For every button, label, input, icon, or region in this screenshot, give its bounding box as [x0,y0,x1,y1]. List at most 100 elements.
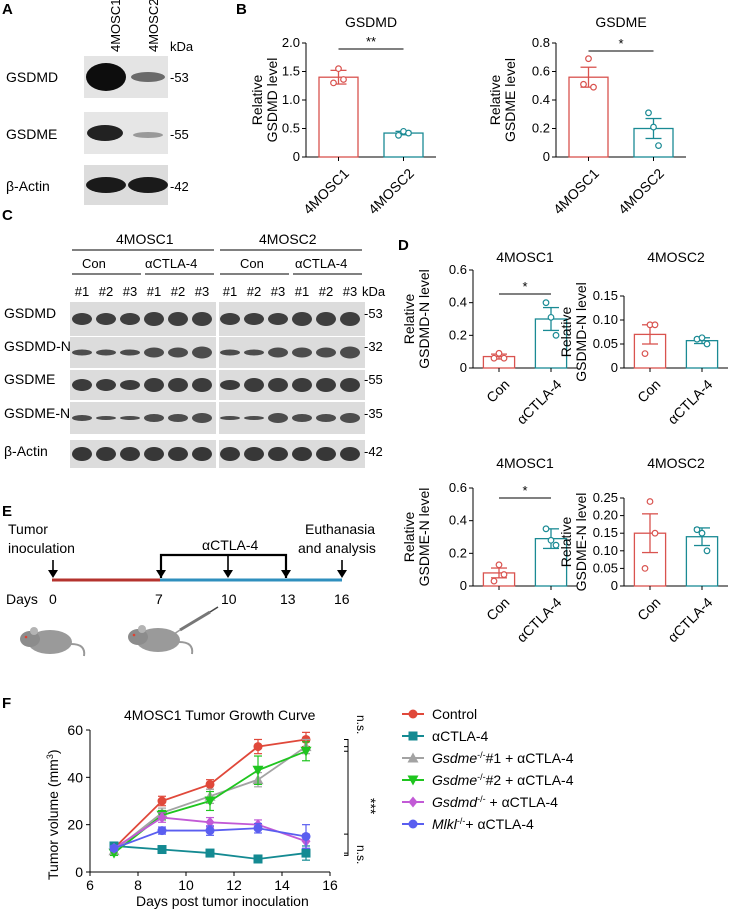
timeline [48,553,347,582]
series-5 [109,822,311,853]
y-tick-label: 0.4 [532,92,550,107]
x-tick-label: 16 [322,877,338,893]
marker-point [252,765,264,776]
mouse-head [128,629,148,645]
panel-label-e: E [2,503,12,520]
marker-point [407,752,419,763]
treatment-ctla4-2: αCTLA-4 [295,256,347,271]
chart-title: 4MOSC2 [647,455,705,471]
y-label-line1: Relative [249,75,265,126]
y-tick-label: 40 [67,769,83,785]
ylabel-sup: 3 [45,754,55,759]
x-tick-label: Con [634,376,663,405]
y-tick-label: 0 [75,864,83,880]
band-actin-2 [128,177,168,193]
blot-band [192,447,212,461]
data-point [693,526,701,534]
blot-box [70,402,216,434]
treatment-ctla4-1: αCTLA-4 [145,256,197,271]
legend-label: Mlkl-/-+ αCTLA-4 [432,816,534,832]
group-label-4mosc2: 4MOSC2 [259,231,317,247]
marker-point [205,816,215,828]
blot-band [120,313,140,325]
replicate-labels: #1 #2 #3 #1 #2 #3 #1 #2 #3 #1 #2 #3 [75,284,357,299]
data-point [340,76,347,83]
kd-32-c: -32 [364,339,383,354]
data-point [395,131,402,139]
kd-55: -55 [170,127,189,142]
data-point [500,571,508,578]
marker-point [301,832,311,841]
blot-band [316,312,336,326]
series-1 [109,841,311,864]
data-point [703,340,711,348]
data-point [500,354,508,362]
mouse-eye [132,633,136,637]
data-point [495,561,503,569]
row-label-gsdme: GSDME [6,126,57,142]
legend-gene: Gsdme [432,772,477,788]
arrow-day13-head [281,570,291,578]
data-point [547,313,555,321]
row-label-gsdmd: GSDMD [6,69,58,85]
blot-band [244,378,264,392]
y-label-line2: GSDMD-N level [416,269,432,369]
y-label-line2: GSDMD-N level [573,282,589,382]
panel-label-c: C [2,207,13,224]
marker-point [408,731,418,741]
legend-label: Gsdme-/-#2 + αCTLA-4 [432,772,574,788]
marker-point [157,826,167,836]
marker-point [407,775,419,786]
significance-label: * [618,36,623,51]
blot-band [72,313,92,325]
marker-point [253,742,263,752]
blot-band [144,414,164,422]
y-tick-label: 0 [460,578,467,593]
replicate-label: #2 [171,284,185,299]
replicate-label: #2 [247,284,261,299]
x-tick-label: 4MOSC2 [365,165,417,217]
bar [568,76,609,158]
y-tick-label: 20 [67,817,83,833]
data-point [405,129,412,137]
growth-ylabel: Tumor volume (mm3) [45,749,61,880]
legend-rest: + αCTLA-4 [486,794,558,810]
bracket-bot [344,833,349,856]
lane-label-4mosc1: 4MOSC1 [108,0,123,52]
y-tick-label: 0.6 [449,480,467,495]
row-label-gsdme-c: GSDME [4,371,55,387]
replicate-label: #3 [271,284,285,299]
data-point [646,498,654,505]
significance-label: ** [366,34,376,49]
data-point [650,123,657,131]
sig-top-label: n.s. [354,715,368,734]
day-7: 7 [155,591,163,607]
data-point [645,109,652,117]
data-point [552,541,560,549]
panel-label-a: A [2,1,13,18]
arrow-day7-head [156,570,166,578]
blot-band [244,313,264,325]
legend-rest: #2 + αCTLA-4 [486,772,574,788]
y-tick-label: 0.20 [593,508,618,523]
marker-point [157,796,167,806]
mouse-icon [20,627,86,657]
panel-a: A 4MOSC1 4MOSC2 kDa GSDMD GSDME β-Actin … [2,0,194,205]
chart-gsdme-n-4mosc2: 4MOSC2 0 0.05 0.10 0.15 0.20 0.25 Relative GSDME… [558,455,728,645]
y-tick-label: 0.05 [593,560,618,575]
legend-sup: -/- [477,772,486,782]
legend-label: Gsdmd-/- + αCTLA-4 [432,794,558,810]
blot-band [340,378,360,392]
y-tick-label: 0.2 [532,121,550,136]
x-tick-label: αCTLA-4 [664,376,715,427]
y-tick-label: 0.5 [282,121,300,136]
drug-label: αCTLA-4 [202,537,259,553]
ylabel-pre: Tumor volume (mm [45,759,61,880]
y-tick-label: 0.15 [593,525,618,540]
blot-band [268,378,288,392]
blot-band [340,346,360,359]
y-tick-label: 2.0 [282,35,300,50]
band-gsdme-2 [133,132,163,138]
y-label-line1: Relative [558,517,574,568]
blot-band [244,447,264,461]
